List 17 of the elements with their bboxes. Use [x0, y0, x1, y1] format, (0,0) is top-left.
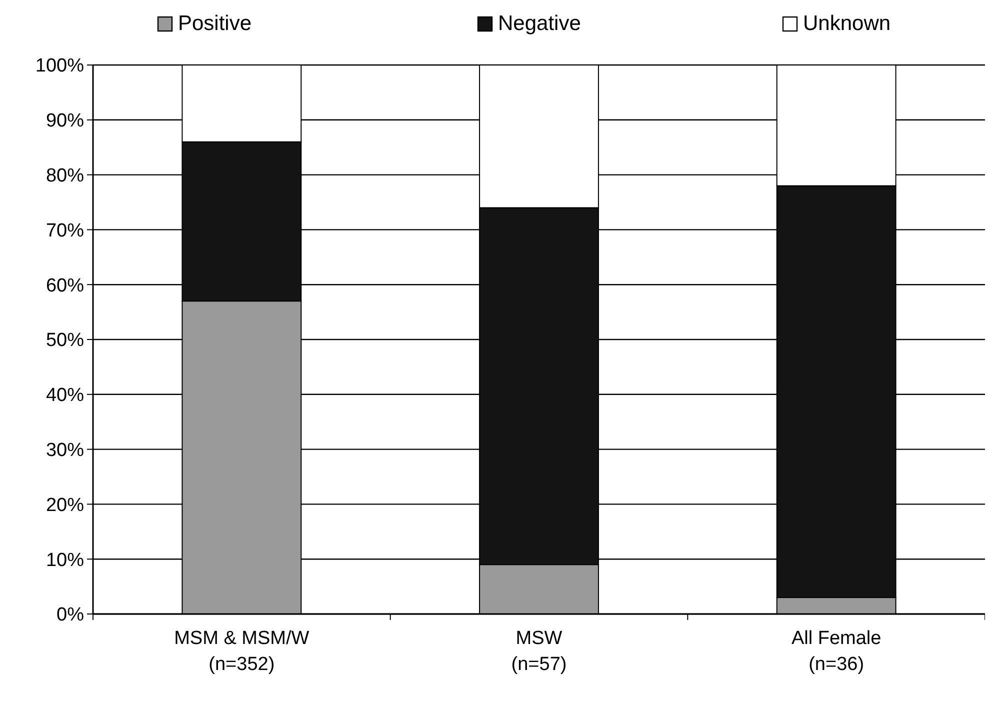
- y-tick-label: 80%: [46, 165, 84, 186]
- y-tick-label: 40%: [46, 385, 84, 406]
- legend-label: Negative: [498, 12, 581, 35]
- legend-label: Positive: [178, 12, 252, 35]
- y-tick-label: 0%: [56, 604, 84, 626]
- y-tick-label: 10%: [46, 550, 84, 571]
- y-tick-label: 20%: [46, 494, 84, 516]
- y-tick-label: 70%: [46, 220, 84, 242]
- y-tick-label: 30%: [46, 440, 84, 461]
- y-tick-label: 50%: [46, 330, 84, 352]
- x-tick-label: All Female (n=36): [791, 628, 882, 675]
- x-tick-label: MSW (n=57): [511, 628, 567, 675]
- y-tick-label: 90%: [46, 110, 84, 132]
- x-tick-label: MSM & MSM/W (n=352): [174, 628, 310, 675]
- y-tick-label: 100%: [35, 56, 84, 77]
- y-tick-label: 60%: [46, 275, 84, 296]
- legend-label: Unknown: [803, 12, 891, 35]
